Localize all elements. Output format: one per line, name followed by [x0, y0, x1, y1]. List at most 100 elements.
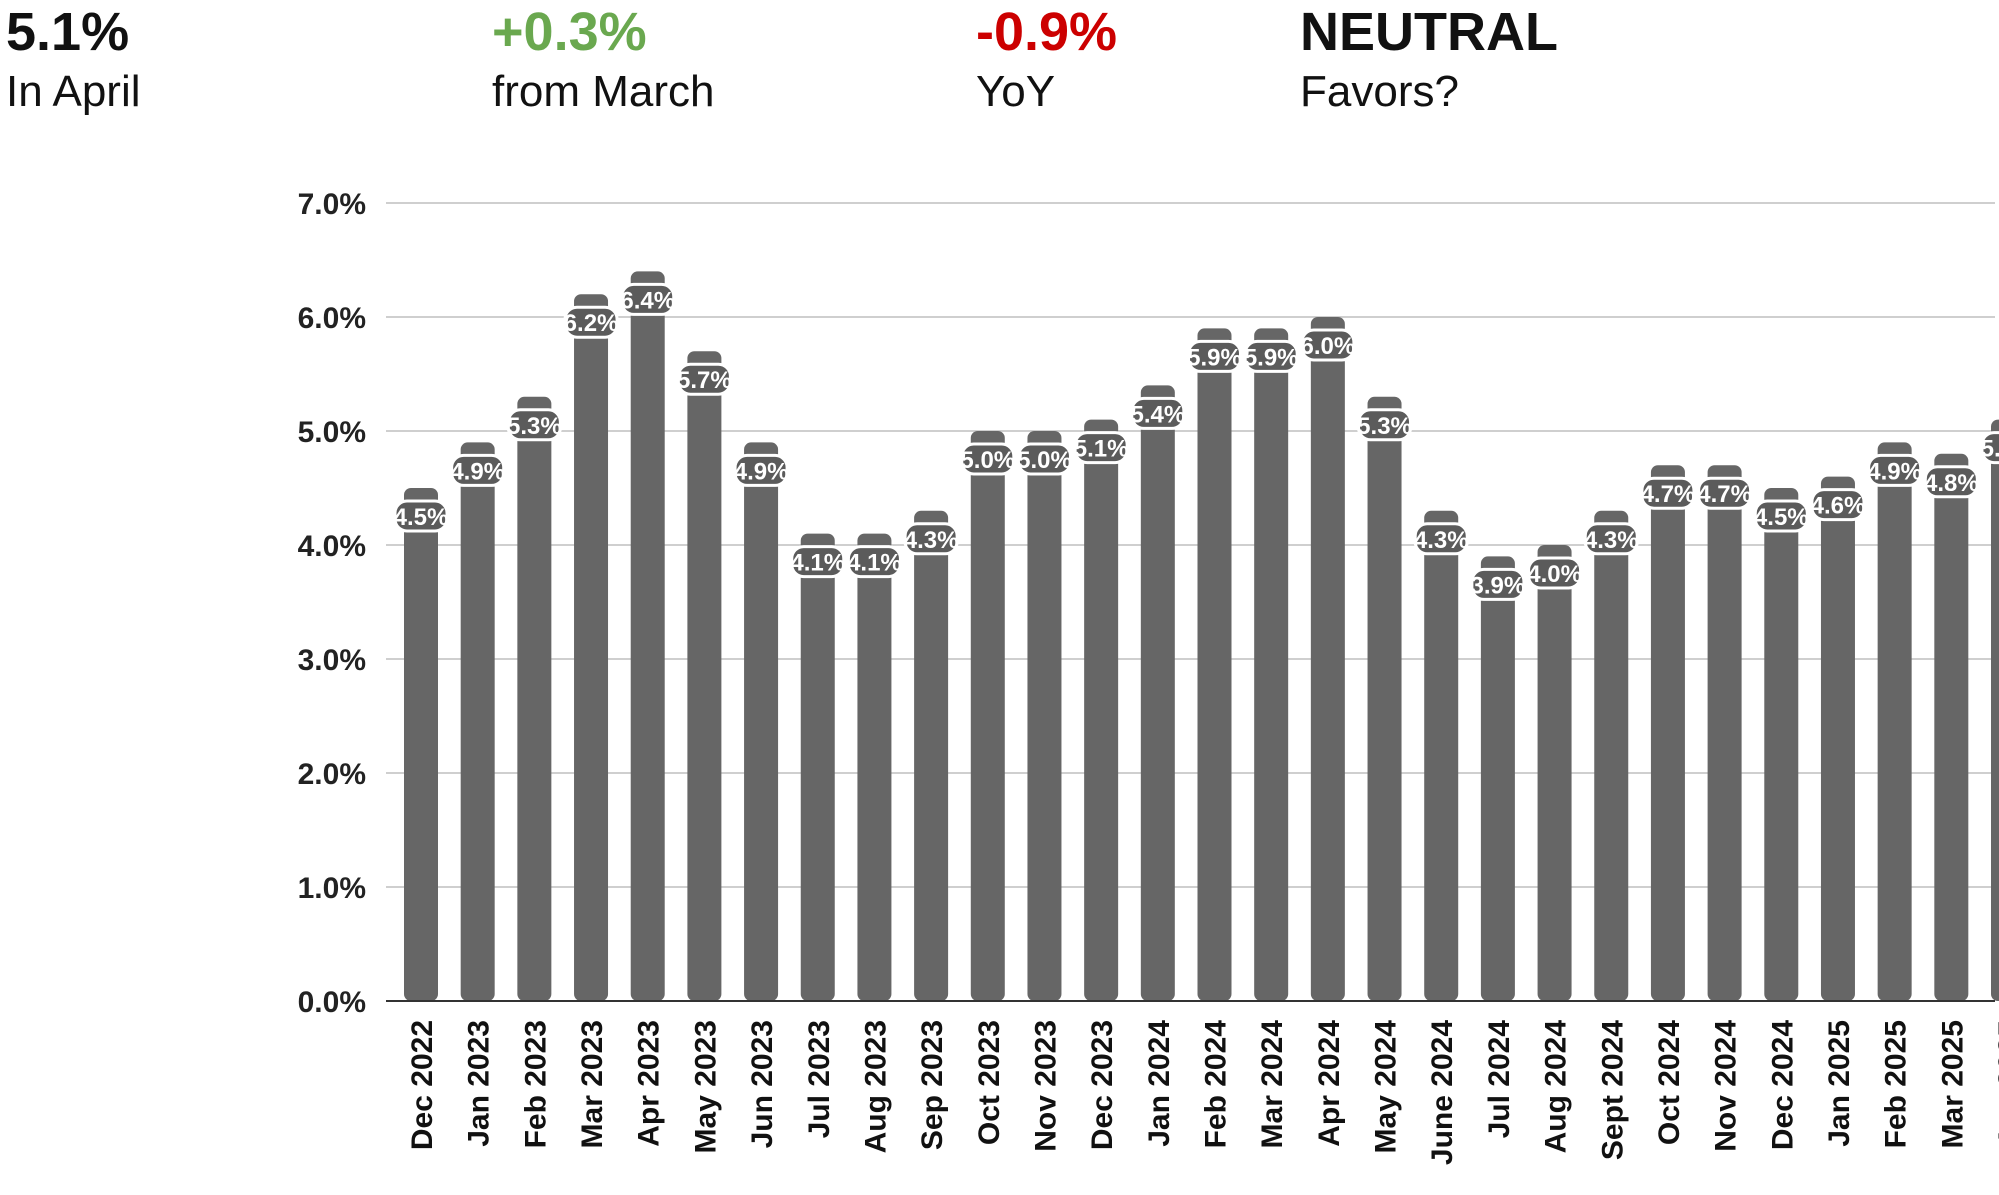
data-label: 4.5%	[1754, 504, 1809, 531]
bar	[1310, 317, 1345, 1001]
x-tick-label: Feb 2023	[519, 1020, 552, 1148]
data-label-badge	[1527, 556, 1583, 590]
data-label: 5.9%	[1187, 344, 1242, 371]
data-label-badge	[1413, 522, 1469, 556]
bar	[1764, 488, 1799, 1001]
bar	[517, 396, 552, 1001]
y-tick-label: 0.0%	[298, 986, 366, 1019]
bar	[1027, 431, 1062, 1001]
data-label-badge	[1753, 499, 1809, 533]
data-label: 4.8%	[1924, 470, 1979, 497]
y-tick-label: 4.0%	[298, 530, 366, 563]
data-label: 4.3%	[904, 527, 959, 554]
data-label-badge	[1697, 476, 1753, 510]
x-tick-label: Nov 2023	[1029, 1020, 1062, 1152]
data-label: 4.7%	[1641, 481, 1696, 508]
x-tick-label: Apr 2025	[1993, 1020, 1999, 1147]
data-label: 6.4%	[620, 287, 675, 314]
bar	[1367, 396, 1402, 1001]
data-label-badge	[1640, 476, 1696, 510]
bar	[1650, 465, 1685, 1001]
x-tick-label: May 2023	[689, 1020, 722, 1153]
y-tick-label: 3.0%	[298, 644, 366, 677]
data-label-badge	[846, 545, 902, 579]
stat-current-rate: 5.1% In April	[6, 0, 141, 120]
data-label-badge	[1187, 339, 1242, 373]
data-label: 4.0%	[1527, 561, 1582, 588]
data-label: 4.1%	[847, 550, 902, 577]
x-tick-label: Apr 2023	[633, 1020, 666, 1147]
data-label: 3.9%	[1471, 572, 1526, 599]
x-tick-label: Sept 2024	[1596, 1020, 1629, 1160]
data-label-badge	[1470, 567, 1526, 601]
bar	[630, 271, 665, 1001]
data-label-badge	[1583, 522, 1639, 556]
x-tick-label: Apr 2024	[1313, 1020, 1346, 1147]
x-tick-label: Mar 2024	[1256, 1020, 1289, 1149]
data-label-badge	[620, 282, 676, 316]
x-tick-label: Jan 2024	[1143, 1020, 1176, 1147]
bar	[1424, 510, 1459, 1001]
x-tick-label: May 2024	[1370, 1020, 1403, 1154]
y-tick-label: 6.0%	[298, 302, 366, 335]
y-tick-label: 2.0%	[298, 758, 366, 791]
y-tick-label: 1.0%	[298, 872, 366, 905]
data-label: 4.6%	[1811, 493, 1866, 520]
data-label: 5.3%	[1357, 413, 1412, 440]
x-tick-label: Aug 2024	[1540, 1020, 1573, 1154]
bar	[744, 442, 779, 1001]
y-tick-label: 5.0%	[298, 416, 366, 449]
stat-current-rate-value: 5.1%	[6, 2, 130, 62]
stat-yoy-change-value: -0.9%	[976, 2, 1118, 62]
data-label: 5.0%	[960, 447, 1015, 474]
data-label-badge	[1923, 465, 1979, 499]
bar	[1140, 385, 1175, 1001]
bar	[1991, 419, 1999, 1001]
data-label: 5.0%	[1017, 447, 1072, 474]
bar	[970, 431, 1005, 1001]
data-label-badge	[393, 499, 449, 533]
bar	[1480, 556, 1515, 1001]
data-label: 5.7%	[677, 367, 732, 394]
bar	[1934, 453, 1969, 1001]
x-tick-label: Jul 2024	[1483, 1020, 1516, 1139]
data-label: 5.3%	[507, 413, 562, 440]
data-label-badge	[1810, 488, 1866, 522]
data-label: 6.2%	[564, 310, 619, 337]
x-tick-label: Nov 2024	[1710, 1020, 1743, 1152]
bar	[1594, 510, 1629, 1001]
data-label: 4.3%	[1414, 527, 1469, 554]
stat-favors: NEUTRAL Favors?	[1300, 0, 1558, 120]
x-tick-label: June 2024	[1426, 1020, 1459, 1165]
data-label-badge	[450, 453, 506, 487]
x-tick-label: Feb 2024	[1200, 1020, 1233, 1149]
data-label: 4.9%	[1867, 458, 1922, 485]
stat-yoy-change-label: YoY	[976, 67, 1056, 116]
data-label-badge	[790, 545, 846, 579]
data-label-badge	[1357, 408, 1413, 442]
data-label-badge	[1243, 339, 1299, 373]
data-label: 4.5%	[394, 504, 449, 531]
data-label: 4.1%	[790, 550, 845, 577]
x-tick-label: Aug 2023	[859, 1020, 892, 1153]
data-label: 5.4%	[1130, 401, 1185, 428]
stat-favors-value: NEUTRAL	[1300, 2, 1558, 62]
x-tick-label: Jan 2023	[463, 1020, 496, 1147]
x-tick-label: Oct 2023	[973, 1020, 1006, 1145]
x-tick-label: Feb 2025	[1880, 1020, 1913, 1148]
x-tick-label: Dec 2023	[1086, 1020, 1119, 1150]
data-label: 4.9%	[734, 458, 789, 485]
data-label-badge	[960, 442, 1016, 476]
stat-monthly-change-label: from March	[492, 67, 715, 116]
data-label-badge	[1980, 431, 1999, 465]
bar	[1707, 465, 1742, 1001]
data-label-badge	[506, 408, 562, 442]
x-tick-label: Jul 2023	[803, 1020, 836, 1138]
x-tick-label: Oct 2024	[1653, 1020, 1686, 1145]
stat-favors-label: Favors?	[1300, 67, 1459, 116]
data-label: 5.1%	[1074, 436, 1129, 463]
bar	[857, 533, 892, 1001]
bar	[914, 510, 949, 1001]
x-tick-label: Dec 2022	[406, 1020, 439, 1150]
